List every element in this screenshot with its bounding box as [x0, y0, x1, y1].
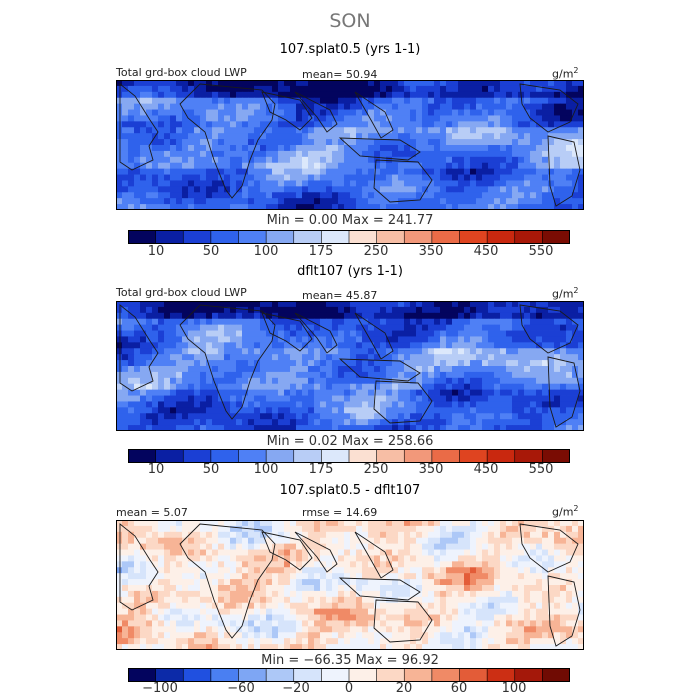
cbar-tick-label: 20 — [395, 681, 413, 696]
colorbar-swatch — [155, 230, 184, 244]
colorbar-swatch — [459, 230, 488, 244]
panel-2-map — [116, 301, 584, 431]
colorbar-swatch — [321, 230, 350, 244]
colorbar-swatch — [210, 449, 240, 463]
panel-1-variable-label: Total grd-box cloud LWP — [116, 66, 247, 79]
colorbar-swatch — [238, 230, 267, 244]
panel-3-rmse-label: rmse = 14.69 — [302, 506, 378, 519]
colorbar-swatch — [403, 230, 433, 244]
cbar-tick-label: 250 — [363, 462, 389, 477]
season-title: SON — [329, 10, 371, 32]
cbar-tick-label: 550 — [528, 244, 554, 259]
colorbar-swatch — [376, 668, 405, 682]
cbar-tick-label: 10 — [147, 462, 165, 477]
panel-2-mean-label: mean= 45.87 — [302, 289, 378, 302]
panel-1-mean-label: mean= 50.94 — [302, 68, 378, 81]
cbar-tick-label: 450 — [473, 244, 499, 259]
panel-3-mean-label: mean = 5.07 — [116, 506, 188, 519]
colorbar-swatch — [293, 668, 322, 682]
colorbar-swatch — [459, 668, 488, 682]
colorbar-swatch — [155, 449, 184, 463]
colorbar-swatch — [459, 449, 488, 463]
panel-2-variable-label: Total grd-box cloud LWP — [116, 286, 247, 299]
panel-2-title: dflt107 (yrs 1-1) — [297, 264, 403, 279]
cbar-tick-label: 350 — [418, 462, 444, 477]
panel-2-min-max: Min = 0.02 Max = 258.66 — [266, 434, 434, 449]
cbar-tick-label: 250 — [363, 244, 389, 259]
colorbar-swatch — [210, 230, 240, 244]
colorbar-swatch — [321, 449, 350, 463]
colorbar-swatch — [265, 230, 295, 244]
panel-1-title: 107.splat0.5 (yrs 1-1) — [279, 42, 421, 57]
colorbar-swatch — [155, 668, 184, 682]
colorbar-swatch — [238, 449, 267, 463]
colorbar-swatch — [293, 449, 322, 463]
cbar-tick-label: 50 — [202, 462, 220, 477]
panel-3-units-label: g/m2 — [552, 504, 579, 519]
colorbar-swatch — [348, 230, 378, 244]
colorbar-swatch — [542, 449, 570, 463]
colorbar-swatch — [431, 668, 461, 682]
colorbar-swatch — [210, 668, 240, 682]
colorbar-swatch — [265, 668, 295, 682]
colorbar-swatch — [128, 230, 157, 244]
coastlines — [119, 304, 581, 428]
colorbar-swatch — [321, 668, 350, 682]
cbar-tick-label: 100 — [501, 681, 527, 696]
colorbar-swatch — [542, 230, 570, 244]
colorbar-swatch — [376, 449, 405, 463]
cbar-tick-label: −60 — [227, 681, 255, 696]
cbar-tick-label: 550 — [528, 462, 554, 477]
colorbar-swatch — [265, 449, 295, 463]
colorbar-swatch — [348, 449, 378, 463]
cbar-tick-label: 0 — [344, 681, 354, 696]
cbar-tick-label: 50 — [202, 244, 220, 259]
colorbar-swatch — [238, 668, 267, 682]
colorbar-swatch — [542, 668, 570, 682]
panel-1-units-label: g/m2 — [552, 66, 579, 81]
colorbar-swatch — [486, 668, 516, 682]
colorbar-swatch — [128, 449, 157, 463]
panel-1-min-max: Min = 0.00 Max = 241.77 — [266, 213, 434, 228]
colorbar-swatch — [182, 449, 212, 463]
panel-3-title: 107.splat0.5 - dflt107 — [279, 483, 421, 498]
colorbar-swatch — [514, 668, 543, 682]
cbar-tick-label: 60 — [450, 681, 468, 696]
panel-3-min-max: Min = −66.35 Max = 96.92 — [261, 653, 439, 668]
colorbar-swatch — [403, 449, 433, 463]
panel-3-colorbar — [128, 668, 570, 682]
colorbar-swatch — [431, 230, 461, 244]
colorbar-swatch — [486, 230, 516, 244]
colorbar-swatch — [403, 668, 433, 682]
cbar-tick-label: 175 — [308, 244, 334, 259]
colorbar-swatch — [376, 230, 405, 244]
cbar-tick-label: 100 — [253, 462, 279, 477]
cbar-tick-label: 350 — [418, 244, 444, 259]
colorbar-swatch — [128, 668, 157, 682]
colorbar-swatch — [182, 668, 212, 682]
cbar-tick-label: −100 — [142, 681, 178, 696]
panel-2-colorbar — [128, 449, 570, 463]
panel-1-map — [116, 80, 584, 210]
coastlines — [119, 523, 581, 647]
cbar-tick-label: 100 — [253, 244, 279, 259]
cbar-tick-label: 450 — [473, 462, 499, 477]
cbar-tick-label: 175 — [308, 462, 334, 477]
panel-3-map — [116, 520, 584, 650]
coastlines — [119, 83, 581, 207]
colorbar-swatch — [514, 449, 543, 463]
cbar-tick-label: 10 — [147, 244, 165, 259]
colorbar-swatch — [182, 230, 212, 244]
panel-2-units-label: g/m2 — [552, 286, 579, 301]
colorbar-swatch — [293, 230, 322, 244]
cbar-tick-label: −20 — [282, 681, 310, 696]
colorbar-swatch — [514, 230, 543, 244]
colorbar-swatch — [486, 449, 516, 463]
panel-1-colorbar — [128, 230, 570, 244]
colorbar-swatch — [431, 449, 461, 463]
colorbar-swatch — [348, 668, 378, 682]
